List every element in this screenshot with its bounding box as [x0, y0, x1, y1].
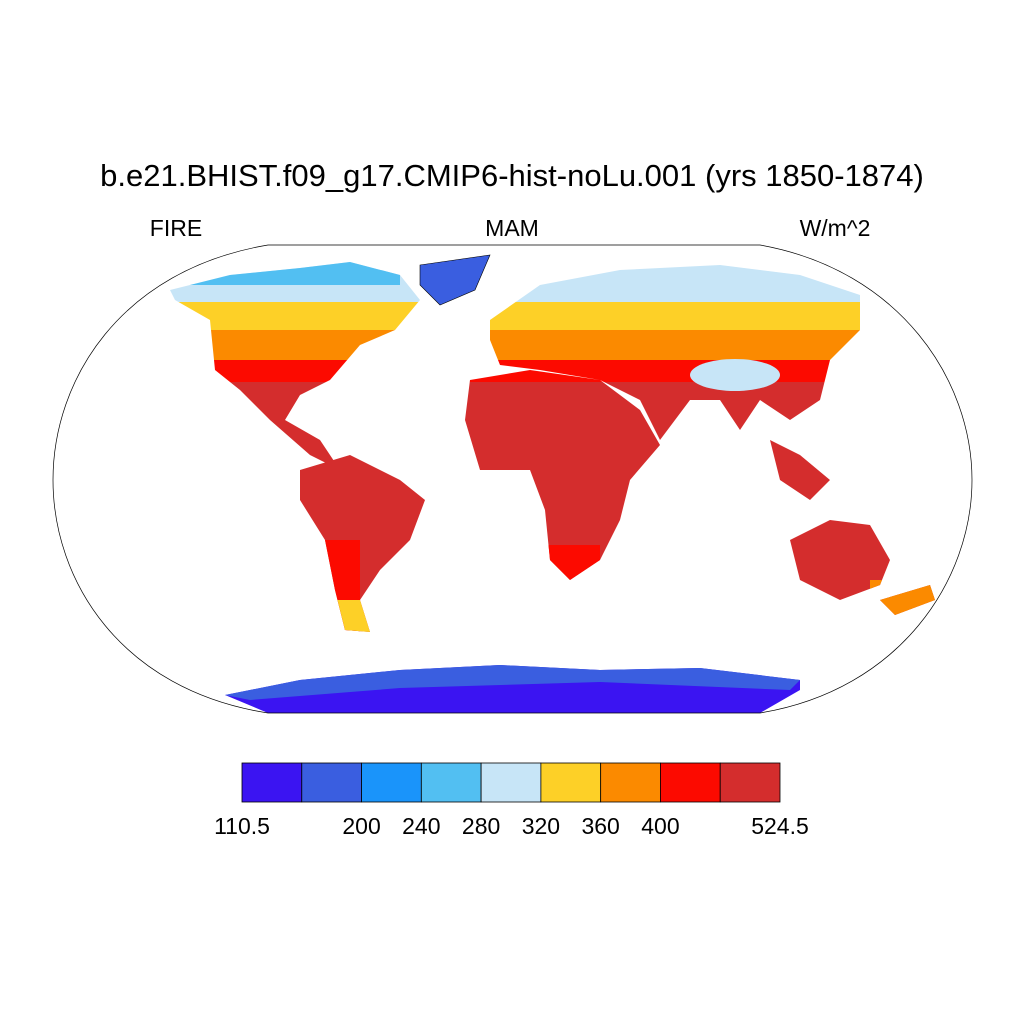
colorbar-box — [719, 762, 781, 803]
tibet — [690, 359, 780, 391]
colorbar-label: 110.5 — [214, 813, 270, 839]
colorbar-box — [301, 762, 362, 803]
right-string: W/m^2 — [800, 215, 871, 241]
colorbar-box — [241, 762, 303, 803]
colorbar-label: 400 — [641, 813, 679, 839]
colorbar-label: 360 — [581, 813, 619, 839]
center-string: MAM — [485, 215, 539, 241]
colorbar-box — [420, 762, 482, 803]
colorbar-box — [480, 762, 542, 803]
greenland — [419, 254, 491, 306]
map-outline — [52, 244, 973, 714]
land-field — [170, 262, 935, 632]
left-string: FIRE — [150, 215, 202, 241]
map — [52, 244, 973, 714]
colorbar-label: 240 — [402, 813, 440, 839]
colorbar-label: 200 — [342, 813, 380, 839]
colorbar-box — [600, 762, 661, 803]
colorbar-box — [660, 762, 721, 803]
colorbar-label: 524.5 — [751, 813, 809, 839]
colorbar-label: 320 — [522, 813, 560, 839]
title: b.e21.BHIST.f09_g17.CMIP6-hist-noLu.001 … — [100, 158, 924, 193]
colorbar: 110.5 200 240 280 320 360 400 524.5 — [214, 762, 809, 839]
colorbar-box — [361, 762, 422, 803]
colorbar-label: 280 — [462, 813, 500, 839]
colorbar-box — [540, 762, 602, 803]
